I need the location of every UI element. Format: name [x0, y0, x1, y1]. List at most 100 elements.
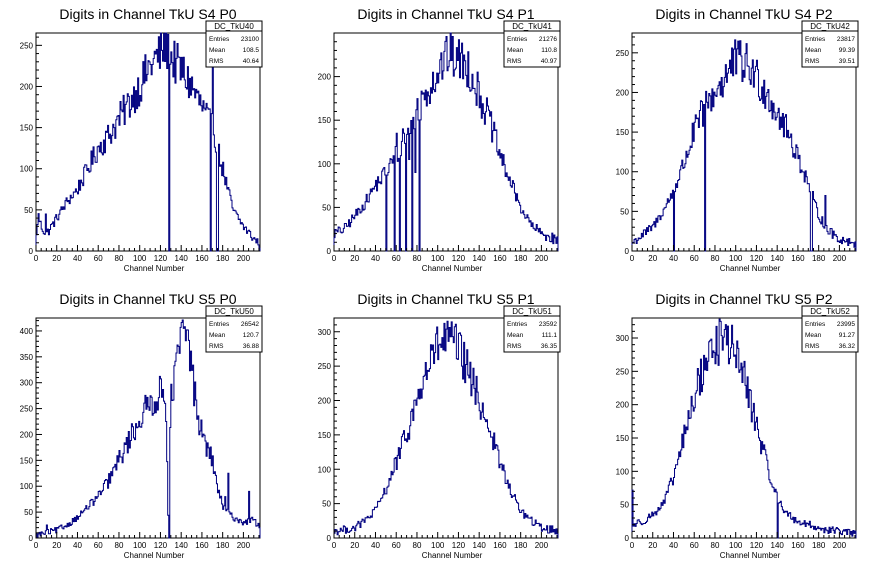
- y-tick-label: 200: [318, 397, 332, 406]
- x-tick-label: 60: [690, 254, 699, 263]
- stats-mean-value: 91.27: [839, 332, 856, 339]
- y-tick-label: 350: [20, 353, 34, 362]
- x-tick-label: 140: [175, 254, 189, 263]
- histogram-series: [35, 32, 261, 252]
- y-tick-label: 200: [616, 88, 630, 97]
- stats-title: DC_TkU42: [810, 22, 850, 31]
- stats-title: DC_TkU40: [214, 22, 254, 31]
- x-tick-label: 80: [413, 254, 422, 263]
- y-tick-label: 50: [24, 206, 33, 215]
- stats-rms-label: RMS: [507, 343, 522, 350]
- x-tick-label: 120: [750, 254, 764, 263]
- stats-rms-value: 36.88: [243, 343, 260, 350]
- chart-title: Digits in Channel TkU S4 P1: [357, 6, 534, 22]
- x-tick-label: 20: [350, 541, 359, 550]
- x-tick-label: 180: [216, 541, 230, 550]
- stats-rms-value: 36.32: [839, 343, 856, 350]
- y-tick-label: 200: [318, 73, 332, 82]
- y-tick-label: 50: [620, 501, 629, 510]
- y-tick-label: 150: [616, 128, 630, 137]
- stats-entries-label: Entries: [805, 36, 826, 43]
- chart-title: Digits in Channel TkU S5 P2: [655, 291, 832, 307]
- x-tick-label: 200: [237, 254, 251, 263]
- y-tick-label: 0: [29, 534, 34, 543]
- x-tick-label: 0: [630, 541, 635, 550]
- stats-box: DC_TkU52 Entries 23995 Mean 91.27 RMS 36.32: [801, 305, 859, 353]
- x-tick-label: 40: [73, 541, 82, 550]
- plot-frame: [333, 32, 559, 252]
- x-tick-label: 120: [452, 541, 466, 550]
- x-tick-label: 100: [431, 541, 445, 550]
- histogram-series: [631, 318, 857, 539]
- stats-mean-label: Mean: [805, 47, 822, 54]
- histogram-panel-4: Digits in Channel TkU S5 P0 0 20 40 60 80 100 1…: [20, 291, 263, 560]
- stats-mean-value: 110.8: [541, 47, 557, 54]
- y-tick-label: 400: [20, 327, 34, 336]
- x-tick-label: 100: [133, 541, 147, 550]
- y-tick-label: 0: [327, 534, 332, 543]
- stats-entries-value: 23100: [241, 36, 259, 43]
- x-tick-label: 140: [771, 541, 785, 550]
- x-tick-label: 100: [729, 254, 743, 263]
- y-tick-label: 200: [616, 401, 630, 410]
- x-tick-label: 0: [332, 254, 337, 263]
- x-tick-label: 60: [94, 254, 103, 263]
- y-tick-label: 100: [318, 465, 332, 474]
- y-tick-label: 50: [322, 203, 331, 212]
- histogram-series: [35, 319, 261, 539]
- x-tick-label: 20: [52, 254, 61, 263]
- x-tick-label: 140: [175, 541, 189, 550]
- x-tick-label: 100: [729, 541, 743, 550]
- y-tick-label: 0: [29, 247, 34, 256]
- stats-mean-label: Mean: [209, 332, 226, 339]
- x-tick-label: 140: [771, 254, 785, 263]
- y-tick-label: 250: [616, 367, 630, 376]
- x-tick-label: 80: [115, 541, 124, 550]
- stats-rms-label: RMS: [209, 343, 224, 350]
- stats-title: DC_TkU41: [512, 22, 552, 31]
- x-tick-label: 160: [493, 541, 507, 550]
- y-tick-label: 0: [327, 247, 332, 256]
- x-tick-label: 160: [791, 541, 805, 550]
- y-tick-label: 200: [20, 430, 34, 439]
- histogram-series: [631, 39, 857, 252]
- stats-entries-label: Entries: [209, 36, 230, 43]
- y-tick-label: 300: [616, 334, 630, 343]
- x-tick-label: 60: [690, 541, 699, 550]
- y-tick-label: 50: [24, 508, 33, 517]
- x-tick-label: 0: [630, 254, 635, 263]
- plot-frame: [631, 32, 857, 252]
- x-tick-label: 120: [154, 541, 168, 550]
- y-tick-label: 0: [625, 534, 630, 543]
- histogram-series: [333, 32, 559, 252]
- histogram-panel-5: Digits in Channel TkU S5 P1 0 20 40 60 80 100 1…: [318, 291, 561, 560]
- stats-rms-value: 36.35: [541, 343, 558, 350]
- x-tick-label: 20: [648, 541, 657, 550]
- histogram-series: [333, 320, 559, 538]
- x-tick-label: 100: [133, 254, 147, 263]
- x-tick-label: 120: [452, 254, 466, 263]
- chart-title: Digits in Channel TkU S4 P0: [59, 6, 236, 22]
- x-axis-label: Channel Number: [422, 264, 483, 273]
- stats-rms-label: RMS: [209, 58, 224, 65]
- stats-box: DC_TkU51 Entries 23592 Mean 111.1 RMS 36.35: [503, 305, 561, 353]
- stats-rms-value: 40.97: [541, 58, 558, 65]
- x-tick-label: 140: [473, 254, 487, 263]
- stats-box: DC_TkU42 Entries 23817 Mean 99.39 RMS 39.51: [801, 20, 859, 68]
- y-tick-label: 150: [20, 124, 34, 133]
- x-tick-label: 200: [833, 254, 847, 263]
- stats-mean-label: Mean: [507, 47, 524, 54]
- y-tick-label: 200: [20, 82, 34, 91]
- y-tick-label: 100: [20, 165, 34, 174]
- x-tick-label: 100: [431, 254, 445, 263]
- plot-frame: [35, 317, 261, 539]
- x-axis-label: Channel Number: [124, 264, 185, 273]
- x-tick-label: 0: [332, 541, 337, 550]
- chart-title: Digits in Channel TkU S5 P1: [357, 291, 534, 307]
- stats-mean-label: Mean: [209, 47, 226, 54]
- stats-rms-value: 39.51: [839, 58, 856, 65]
- x-tick-label: 140: [473, 541, 487, 550]
- x-tick-label: 40: [371, 254, 380, 263]
- x-tick-label: 20: [648, 254, 657, 263]
